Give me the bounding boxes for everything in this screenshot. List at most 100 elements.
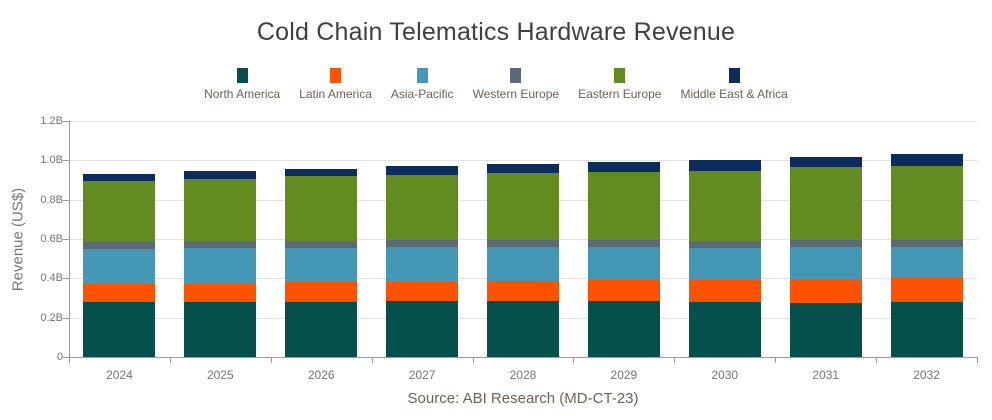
y-tick-label: 1.0B (40, 154, 63, 167)
bar-2026 (285, 121, 358, 357)
bar-2025 (184, 121, 257, 357)
x-axis-tick (69, 358, 70, 363)
bar-2027 (386, 121, 459, 357)
y-axis-tick (63, 317, 69, 319)
bar-segment-2028-asia-pacific (487, 247, 559, 282)
x-tick-label: 2032 (913, 368, 940, 382)
y-tick-label: 1.2B (40, 115, 63, 127)
bar-segment-2027-asia-pacific (386, 247, 459, 282)
legend-swatch-icon (510, 68, 522, 83)
bar-segment-2028-latin-america (487, 281, 559, 302)
y-axis-tick (63, 121, 69, 122)
bar-segment-2026-western-europe (285, 240, 358, 248)
x-axis-tick (775, 358, 777, 363)
legend-label: Western Europe (472, 87, 560, 101)
bar-segment-2025-western-europe (184, 241, 257, 249)
legend-label: Eastern Europe (578, 87, 662, 101)
y-axis-line (69, 121, 70, 362)
bar-segment-2027-latin-america (386, 281, 459, 302)
bar-segment-2029-latin-america (587, 280, 660, 301)
bar-segment-2024-middle-east-africa (83, 173, 156, 181)
bar-2029 (587, 121, 660, 357)
bar-2032 (890, 121, 963, 357)
bar-segment-2030-eastern-europe (688, 171, 761, 241)
legend-label: Asia-Pacific (390, 87, 454, 101)
legend-label: North America (204, 87, 281, 101)
bar-segment-2029-eastern-europe (587, 171, 660, 240)
gridline (69, 121, 977, 122)
legend-item-0: North America (204, 68, 280, 101)
x-axis-tick (573, 358, 575, 363)
legend-item-1: Latin America (299, 68, 372, 101)
x-tick-label: 2027 (408, 368, 436, 382)
legend-swatch-icon (728, 68, 740, 83)
bar-segment-2032-latin-america (890, 277, 963, 302)
bar-2024 (83, 121, 156, 357)
bar-segment-2026-middle-east-africa (285, 168, 358, 177)
bar-2031 (789, 121, 862, 357)
source-note: Source: ABI Research (MD-CT-23) (407, 390, 639, 407)
bar-segment-2030-western-europe (688, 240, 761, 249)
x-axis-tick (977, 358, 978, 363)
bar-segment-2025-middle-east-africa (184, 170, 257, 179)
bar-segment-2027-western-europe (386, 239, 459, 248)
bar-segment-2032-north-america (890, 301, 963, 357)
bar-segment-2029-western-europe (587, 239, 660, 248)
bar-segment-2028-north-america (487, 301, 559, 357)
legend-swatch-icon (614, 68, 626, 83)
bar-segment-2024-north-america (83, 301, 156, 357)
legend-item-5: Middle East & Africa (680, 68, 788, 101)
x-tick-label: 2028 (509, 368, 537, 382)
legend-swatch-icon (416, 68, 428, 83)
bar-segment-2031-western-europe (789, 239, 862, 248)
bar-segment-2028-eastern-europe (487, 173, 559, 240)
bar-segment-2028-western-europe (487, 239, 559, 248)
bar-segment-2032-western-europe (890, 239, 963, 248)
y-axis-tick (63, 278, 69, 280)
bar-segment-2031-north-america (789, 302, 862, 357)
x-tick-label: 2029 (610, 368, 638, 382)
legend-item-2: Asia-Pacific (391, 68, 454, 101)
bar-segment-2026-asia-pacific (285, 247, 358, 283)
bar-segment-2031-middle-east-africa (789, 157, 862, 168)
chart-title: Cold Chain Telematics Hardware Revenue (256, 18, 736, 46)
y-tick-label: 0.6B (40, 233, 63, 245)
legend: North America Latin America Asia-Pacific We… (0, 68, 992, 101)
bar-2028 (487, 121, 559, 357)
bar-segment-2032-middle-east-africa (890, 153, 963, 166)
y-axis-tick (63, 199, 69, 201)
bar-segment-2026-latin-america (285, 282, 358, 302)
bar-segment-2030-north-america (688, 302, 761, 357)
y-tick-label: 0.2B (40, 311, 63, 324)
y-tick-label: 0.8B (40, 193, 63, 206)
bar-segment-2026-eastern-europe (285, 176, 358, 241)
bar-segment-2025-north-america (184, 301, 257, 357)
bar-segment-2031-asia-pacific (789, 247, 862, 280)
bar-segment-2026-north-america (285, 301, 358, 357)
bar-segment-2024-latin-america (83, 284, 156, 302)
x-tick-label: 2026 (307, 368, 335, 382)
x-axis-tick (674, 358, 676, 363)
bar-segment-2028-middle-east-africa (487, 163, 559, 174)
bar-segment-2029-middle-east-africa (587, 161, 660, 172)
bar-2030 (688, 121, 761, 357)
bar-segment-2030-middle-east-africa (688, 159, 761, 172)
bar-segment-2029-north-america (587, 300, 660, 357)
bar-segment-2027-eastern-europe (386, 174, 459, 240)
bar-segment-2031-latin-america (789, 279, 862, 303)
y-tick-label: 0.4B (40, 272, 63, 285)
legend-item-4: Eastern Europe (578, 68, 661, 101)
legend-swatch-icon (330, 68, 342, 83)
y-tick-label: 0 (56, 351, 63, 363)
bar-segment-2031-eastern-europe (789, 167, 862, 240)
x-tick-label: 2030 (711, 368, 739, 382)
bar-segment-2025-latin-america (184, 283, 257, 302)
bar-segment-2025-eastern-europe (184, 178, 257, 242)
x-tick-label: 2025 (206, 368, 234, 382)
bar-segment-2030-latin-america (688, 280, 761, 303)
x-axis-tick (169, 358, 171, 363)
plot-area (69, 121, 977, 357)
bar-segment-2027-north-america (386, 301, 459, 357)
x-tick-label: 2024 (106, 368, 133, 382)
